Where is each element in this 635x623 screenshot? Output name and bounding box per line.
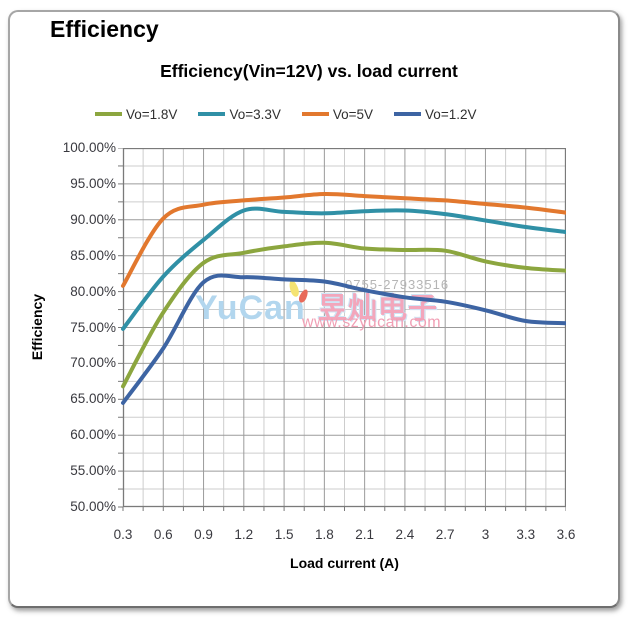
y-axis-title: Efficiency [29, 293, 45, 361]
legend-line-swatch [394, 112, 422, 116]
y-tick-label: 100.00% [62, 140, 116, 155]
legend-label: Vo=1.8V [126, 106, 178, 122]
x-tick-label: 1.2 [234, 527, 254, 542]
x-tick-label: 3.3 [516, 527, 536, 542]
legend-label: Vo=3.3V [229, 106, 281, 122]
series-line-Vo=1.2V [121, 273, 566, 405]
legend-line-swatch [198, 112, 226, 116]
chart-card [8, 10, 620, 608]
curves-layer [121, 191, 566, 405]
legend-item-Vo=1.2V: Vo=1.2V [394, 107, 476, 122]
y-tick-label: 75.00% [70, 319, 116, 335]
chart-legend: Vo=1.8V Vo=3.3V Vo=5V Vo=1.2V [95, 105, 497, 123]
y-tick-label: 90.00% [70, 211, 116, 227]
y-tick-label: 50.00% [70, 499, 116, 514]
y-tick-label: 95.00% [70, 175, 116, 191]
y-tick-label: 65.00% [70, 391, 116, 407]
x-tick-label: 0.6 [153, 527, 173, 542]
x-tick-label: 2.7 [435, 527, 455, 542]
y-tick-label: 55.00% [70, 463, 116, 479]
page-title: Efficiency [50, 16, 159, 42]
x-tick-label: 2.1 [355, 527, 375, 542]
x-tick-label: 3 [481, 527, 490, 542]
x-axis-title: Load current (A) [290, 555, 399, 571]
legend-item-Vo=3.3V: Vo=3.3V [198, 106, 281, 122]
series-line-Vo=5V [121, 191, 566, 288]
y-tick-label: 80.00% [70, 283, 116, 299]
x-tick-label: 0.9 [194, 527, 213, 542]
y-tick-label: 60.00% [70, 427, 116, 443]
legend-line-swatch [301, 112, 329, 116]
legend-label: Vo=1.2V [425, 106, 477, 122]
series-line-Vo=3.3V [121, 206, 566, 331]
series-line-Vo=1.8V [121, 240, 566, 389]
legend-item-Vo=1.8V: Vo=1.8V [95, 107, 177, 122]
x-tick-label: 1.5 [274, 527, 294, 542]
plot-area: 0755-27933516 YuCan 昱灿电子 www.szyucan.com [118, 148, 566, 511]
legend-line-swatch [95, 112, 122, 116]
legend-item-Vo=5V: Vo=5V [301, 106, 374, 122]
legend-label: Vo=5V [332, 106, 374, 122]
y-tick-label: 70.00% [70, 355, 116, 371]
x-tick-label: 2.4 [395, 527, 415, 542]
x-tick-label: 1.8 [314, 527, 334, 542]
x-tick-label: 3.6 [556, 527, 576, 542]
chart-title: Efficiency(Vin=12V) vs. load current [160, 61, 458, 81]
y-tick-label: 85.00% [70, 247, 116, 263]
x-tick-label: 0.3 [113, 527, 133, 542]
